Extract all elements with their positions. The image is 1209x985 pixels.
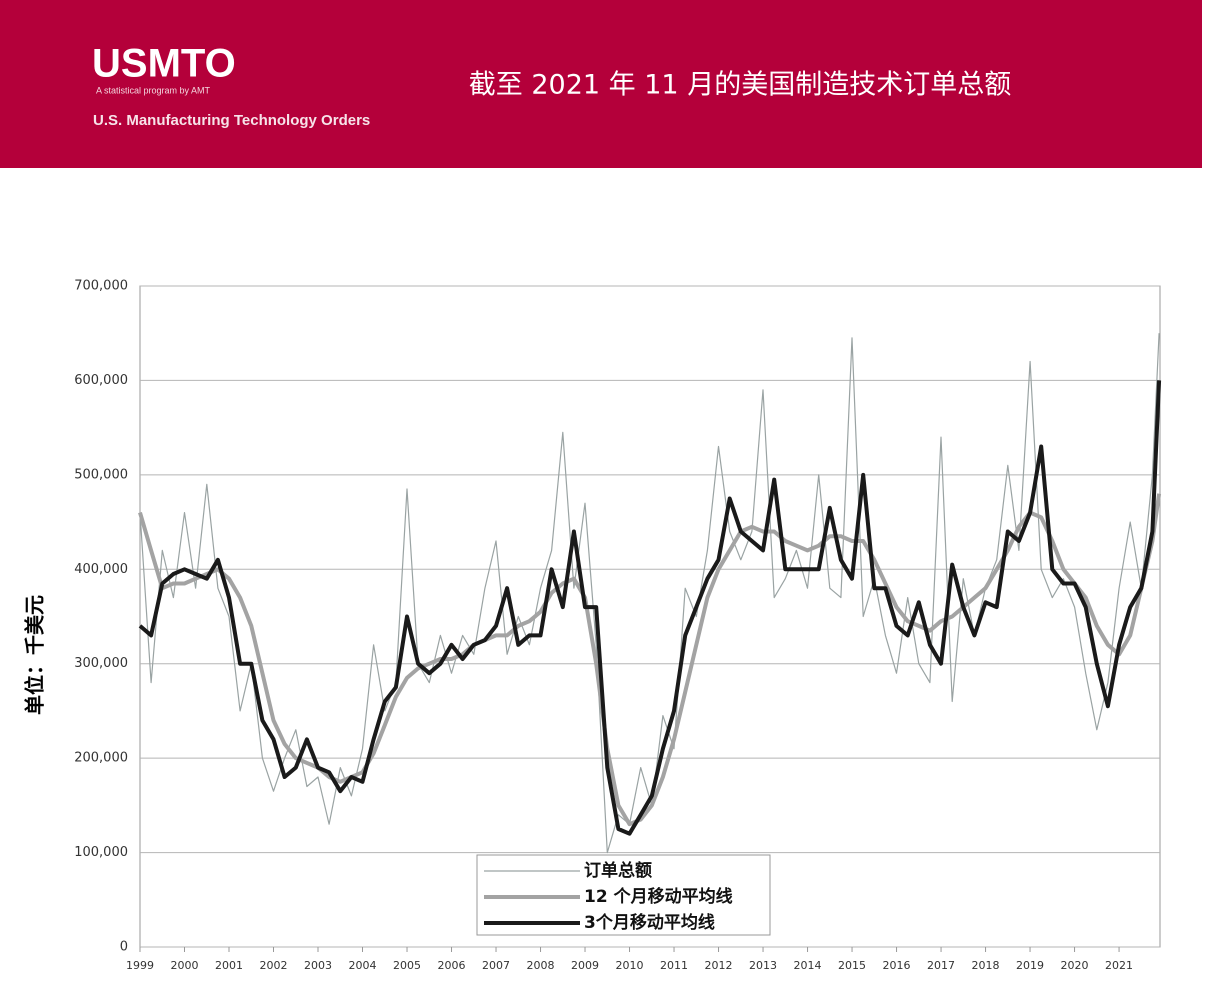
x-tick-label: 2014 — [794, 959, 822, 972]
x-tick-label: 2021 — [1105, 959, 1133, 972]
x-tick-label: 2009 — [571, 959, 599, 972]
x-tick-label: 2003 — [304, 959, 332, 972]
y-tick-label: 700,000 — [74, 279, 128, 294]
x-tick-label: 2010 — [616, 959, 644, 972]
series-line — [139, 333, 1160, 854]
legend-label: 订单总额 — [584, 860, 652, 881]
y-axis-label: 单位：千美元 — [23, 595, 47, 715]
x-tick-label: 2001 — [215, 959, 243, 972]
x-tick-label: 2020 — [1061, 959, 1089, 972]
x-tick-label: 2008 — [527, 959, 555, 972]
chart-title: 截至 2021 年 11 月的美国制造技术订单总额 — [469, 70, 1011, 101]
x-tick-label: 2005 — [393, 959, 421, 972]
x-tick-label: 2002 — [260, 959, 288, 972]
y-tick-label: 100,000 — [74, 845, 128, 860]
x-tick-label: 2015 — [838, 959, 866, 972]
x-tick-label: 2000 — [171, 959, 199, 972]
y-tick-label: 0 — [120, 940, 128, 955]
logo-tagline: A statistical program by AMT — [96, 85, 211, 95]
y-tick-label: 200,000 — [74, 751, 128, 766]
program-name: U.S. Manufacturing Technology Orders — [93, 112, 370, 129]
x-tick-label: 2007 — [482, 959, 510, 972]
x-tick-label: 2019 — [1016, 959, 1044, 972]
x-tick-label: 2011 — [660, 959, 688, 972]
logo: USMTO — [92, 42, 236, 86]
x-tick-label: 2013 — [749, 959, 777, 972]
y-tick-label: 300,000 — [74, 656, 128, 671]
x-tick-label: 2004 — [349, 959, 377, 972]
y-tick-label: 400,000 — [74, 562, 128, 577]
x-tick-label: 2016 — [883, 959, 911, 972]
series-line — [138, 380, 1162, 836]
legend-label: 12 个月移动平均线 — [584, 886, 733, 907]
x-tick-label: 2018 — [972, 959, 1000, 972]
y-tick-label: 600,000 — [74, 373, 128, 388]
x-tick-label: 2012 — [705, 959, 733, 972]
x-tick-label: 1999 — [126, 959, 154, 972]
y-tick-label: 500,000 — [74, 467, 128, 482]
x-tick-label: 2017 — [927, 959, 955, 972]
series-line — [138, 493, 1162, 827]
plot-frame — [139, 285, 1161, 948]
header-banner — [0, 0, 1202, 168]
legend-label: 3个月移动平均线 — [584, 912, 715, 933]
x-tick-label: 2006 — [438, 959, 466, 972]
